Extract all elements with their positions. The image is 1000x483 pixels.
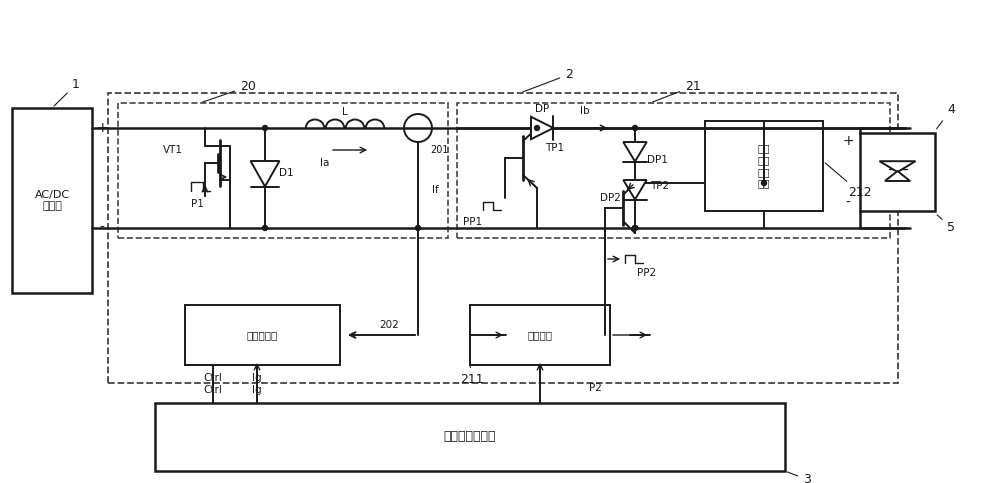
Text: Ctrl: Ctrl	[204, 373, 222, 383]
Text: 202: 202	[379, 320, 399, 330]
Bar	[12, 108, 92, 293]
Text: Ig: Ig	[252, 385, 262, 395]
Text: 2: 2	[523, 68, 573, 92]
Text: DP1: DP1	[647, 155, 667, 165]
Text: DP: DP	[535, 104, 549, 114]
Polygon shape	[885, 171, 910, 181]
Text: +: +	[96, 121, 108, 135]
Polygon shape	[880, 161, 915, 172]
Bar	[457, 103, 890, 238]
Circle shape	[534, 126, 540, 130]
Text: AC/DC
电压源: AC/DC 电压源	[34, 190, 70, 211]
Text: 尖峰
电压
吸收
电路: 尖峰 电压 吸收 电路	[758, 143, 770, 188]
Polygon shape	[623, 142, 647, 161]
Text: PP1: PP1	[463, 217, 483, 227]
Text: P2: P2	[589, 383, 601, 393]
Bar	[118, 103, 448, 238]
Text: +: +	[842, 134, 854, 148]
Text: -: -	[100, 221, 104, 235]
Text: Ig: Ig	[252, 373, 262, 383]
Text: 逻辑处理: 逻辑处理	[528, 330, 552, 340]
Text: Ia: Ia	[320, 158, 330, 168]
Bar	[108, 93, 898, 383]
Text: If: If	[432, 185, 438, 195]
Text: 211: 211	[460, 365, 484, 386]
Circle shape	[262, 226, 268, 230]
Polygon shape	[531, 117, 553, 139]
Bar	[185, 305, 340, 365]
Text: TP2: TP2	[650, 181, 670, 191]
Circle shape	[633, 126, 638, 130]
Text: TP1: TP1	[545, 143, 565, 153]
Text: Ctrl: Ctrl	[204, 385, 222, 395]
Text: P1: P1	[191, 199, 203, 209]
Text: D1: D1	[279, 168, 293, 178]
Text: PP2: PP2	[637, 268, 657, 278]
Bar	[155, 403, 785, 471]
Text: 21: 21	[653, 80, 701, 102]
Text: 212: 212	[825, 163, 872, 199]
Text: 3: 3	[788, 472, 811, 483]
Circle shape	[416, 226, 420, 230]
Polygon shape	[251, 161, 279, 186]
Text: 5: 5	[937, 215, 955, 234]
Polygon shape	[623, 180, 647, 199]
Bar	[470, 305, 610, 365]
Text: 1: 1	[54, 78, 80, 106]
Circle shape	[633, 226, 638, 230]
Text: DP2: DP2	[600, 193, 620, 203]
Text: 20: 20	[203, 80, 256, 102]
Circle shape	[262, 126, 268, 130]
Circle shape	[762, 181, 767, 185]
Text: 脉冲放电控制器: 脉冲放电控制器	[444, 430, 496, 443]
Bar	[860, 133, 935, 211]
Text: 201: 201	[431, 145, 449, 155]
Text: Ib: Ib	[580, 106, 589, 116]
Bar	[705, 121, 823, 211]
Circle shape	[633, 226, 638, 230]
Text: -: -	[846, 196, 850, 210]
Text: 脉宽调制器: 脉宽调制器	[247, 330, 278, 340]
Text: VT1: VT1	[163, 145, 183, 155]
Text: 4: 4	[937, 103, 955, 129]
Text: L: L	[342, 107, 348, 117]
